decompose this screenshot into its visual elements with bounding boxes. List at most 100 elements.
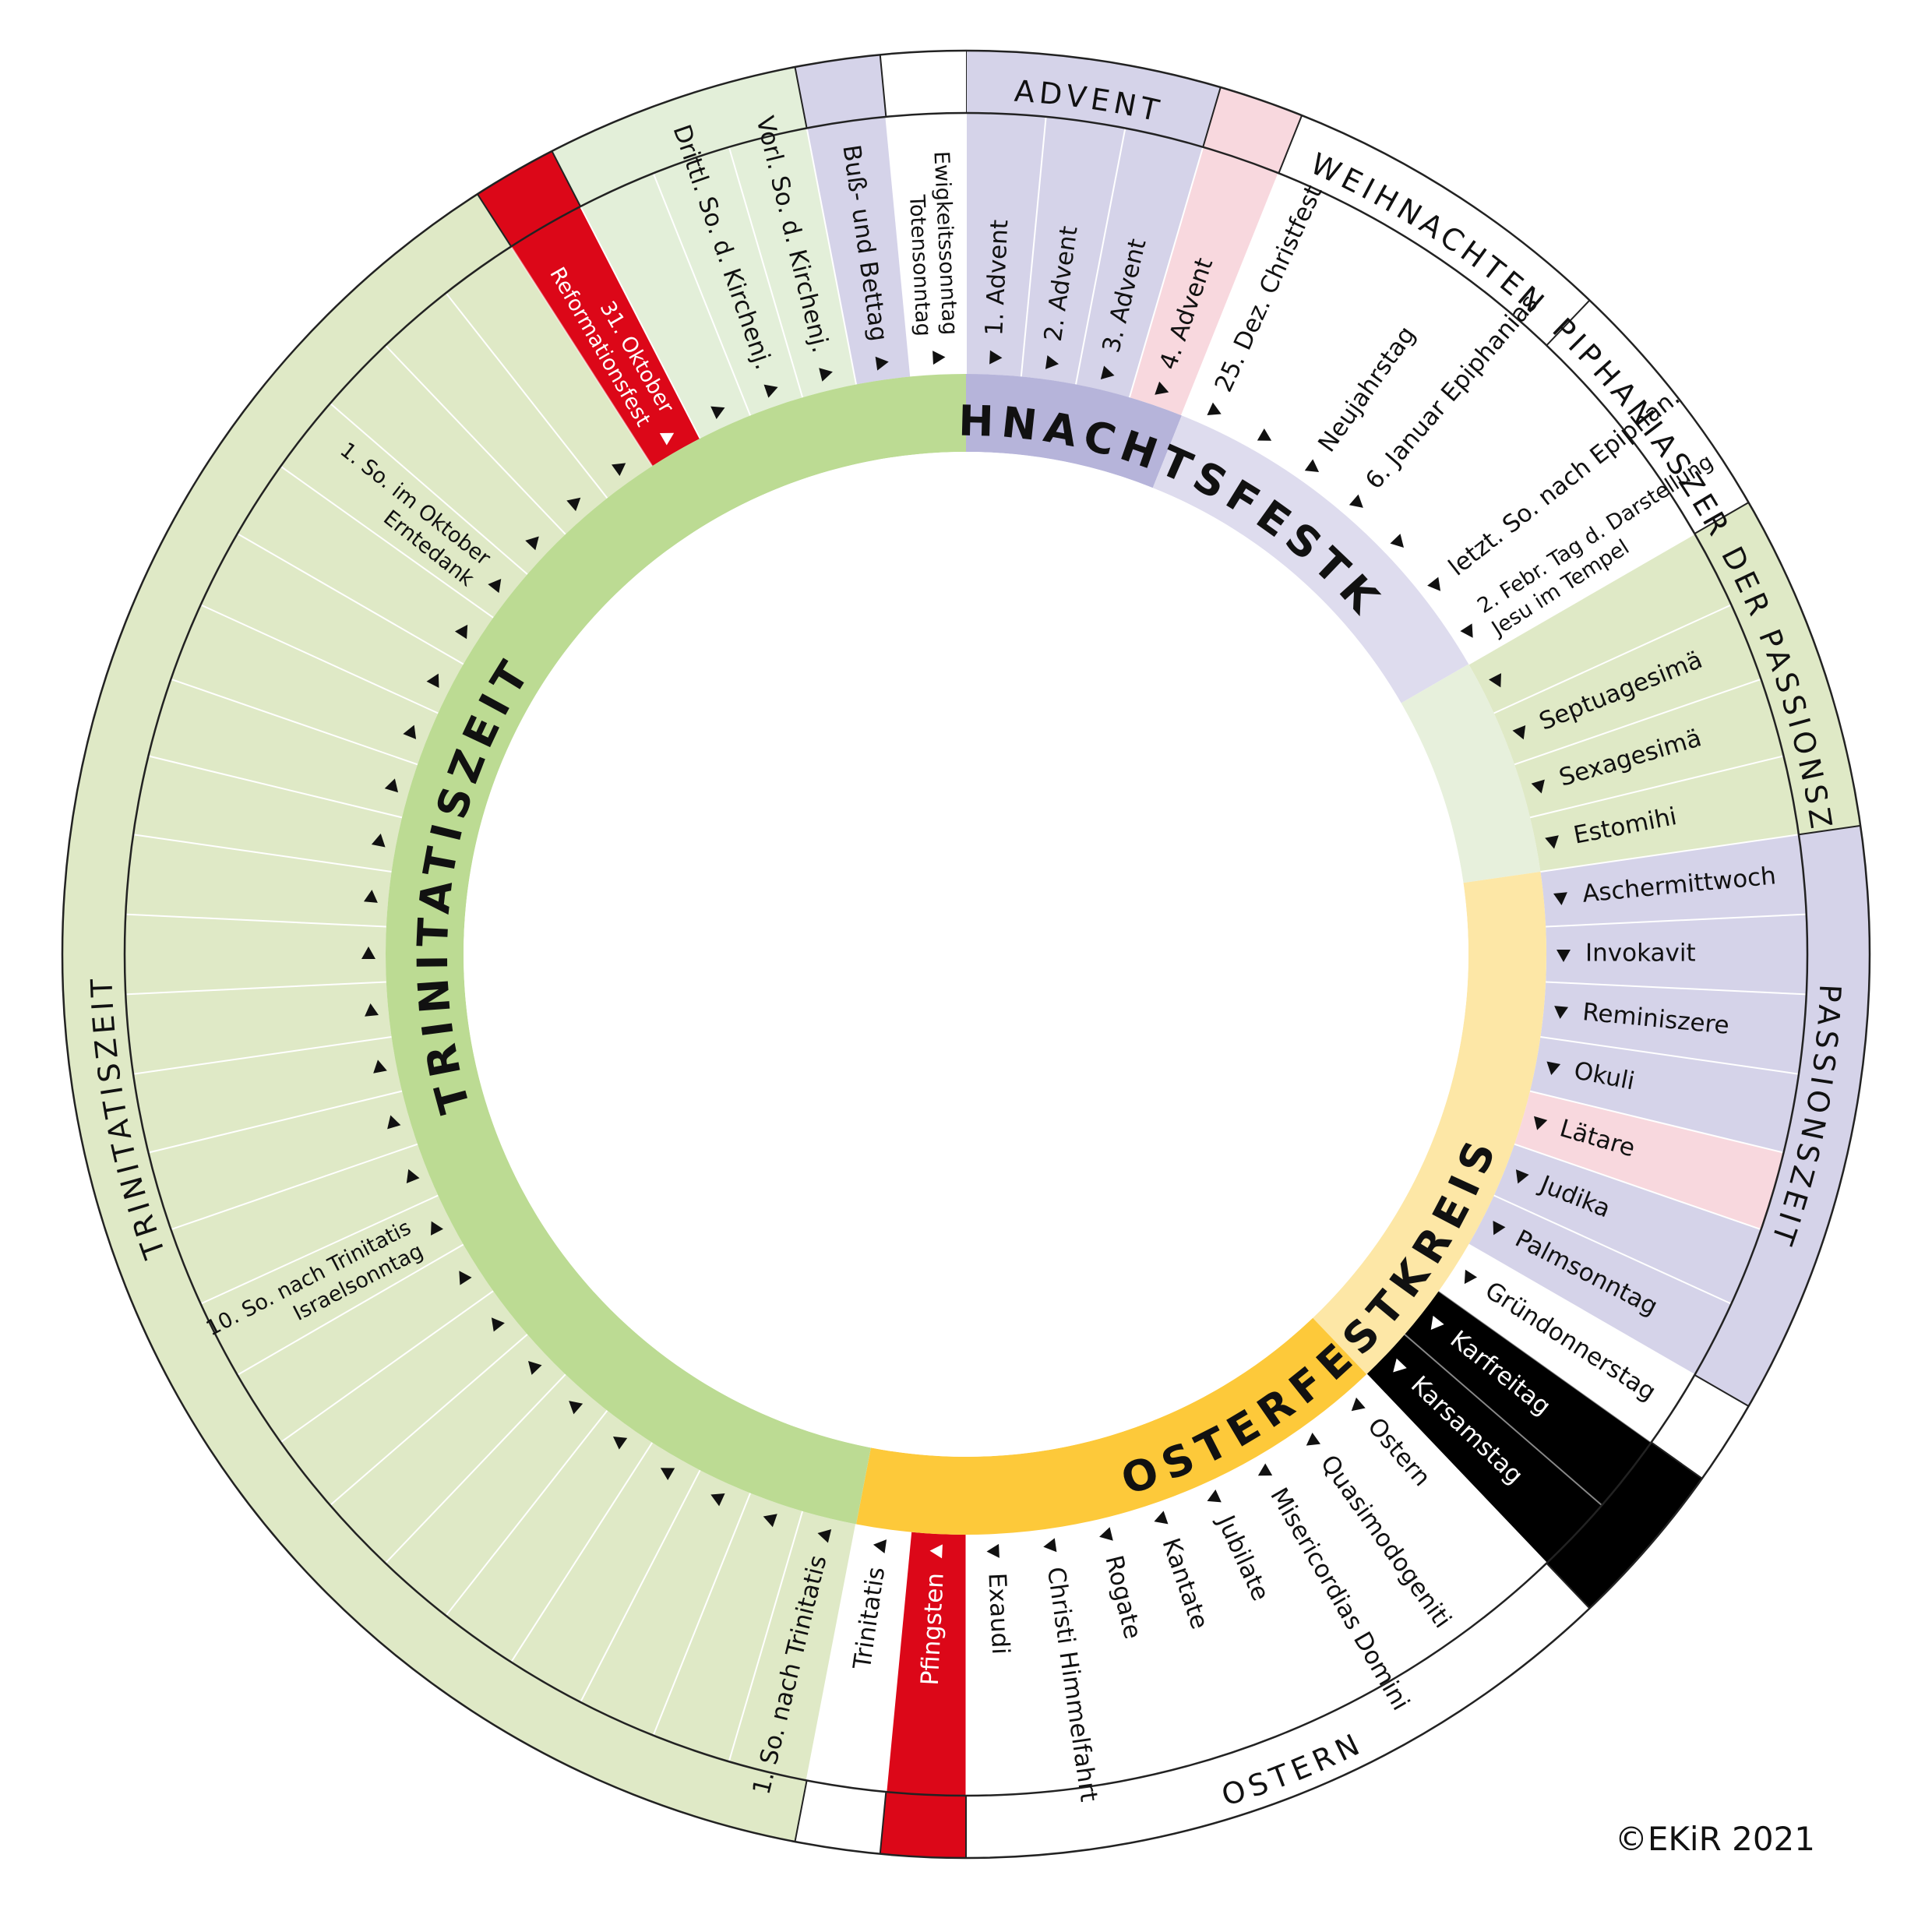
festkreis-segment: [386, 374, 967, 1525]
day-segment: [966, 1532, 1046, 1796]
day-divider: [1366, 344, 1548, 535]
triangle-marker-icon: [488, 579, 502, 594]
triangle-marker-icon: [1154, 1511, 1169, 1525]
day-divider: [1180, 1493, 1280, 1736]
day-segment: [148, 1091, 418, 1230]
triangle-marker-icon: [406, 1169, 420, 1183]
day-segment: [1405, 1291, 1652, 1506]
day-entry: [710, 406, 725, 419]
day-divider: [580, 206, 701, 439]
triangle-marker-icon: [1099, 1527, 1113, 1541]
triangle-marker-icon: [403, 724, 417, 739]
day-entry: [454, 624, 468, 640]
day-entry: [365, 1003, 379, 1017]
triangle-marker-icon: [1207, 1490, 1222, 1503]
day-label: 1. Advent: [980, 219, 1014, 337]
season-segment: [795, 55, 887, 129]
day-segment: [580, 1470, 751, 1736]
season-outer-band: [62, 51, 1870, 1858]
festkreis-segment: [966, 374, 1182, 488]
season-segment: [552, 66, 807, 207]
day-segment: [1468, 534, 1732, 714]
day-divider: [806, 1524, 857, 1781]
day-segment: [148, 679, 418, 818]
day-segment: [1529, 1037, 1800, 1153]
day-segment: [1405, 403, 1652, 618]
day-segment: [653, 1493, 803, 1762]
day-segment: [132, 756, 403, 872]
day-segment: [1546, 914, 1807, 995]
day-entry: [611, 463, 626, 477]
day-segment: [886, 113, 966, 377]
day-divider: [652, 172, 752, 416]
day-divider: [200, 1194, 439, 1305]
season-segment: [795, 1780, 887, 1854]
day-divider: [132, 1036, 392, 1075]
season-segment: [966, 1563, 1590, 1858]
season-segment: [62, 194, 807, 1842]
day-divider: [1278, 245, 1422, 467]
day-entry: [459, 1271, 472, 1285]
day-entry: [569, 1401, 583, 1415]
triangle-marker-icon: [660, 1468, 675, 1481]
day-divider: [1231, 206, 1352, 439]
day-entry: [1488, 673, 1501, 688]
day-entry: [1257, 428, 1272, 441]
triangle-marker-icon: [459, 1271, 472, 1285]
day-entry: [371, 834, 386, 848]
day-divider: [445, 292, 608, 499]
day-divider: [728, 1511, 804, 1762]
day-segment: [385, 1374, 608, 1616]
triangle-marker-icon: [710, 1493, 725, 1507]
day-divider: [1231, 1469, 1352, 1703]
day-segment: [1021, 1524, 1126, 1793]
day-divider: [330, 402, 528, 575]
day-segment: [125, 982, 392, 1074]
day-label: Invokavit: [1585, 940, 1696, 968]
day-segment: [1232, 206, 1421, 467]
day-divider: [1366, 1373, 1548, 1564]
day-divider: [885, 1532, 912, 1793]
day-entry: [406, 1169, 420, 1183]
day-divider: [1529, 1090, 1784, 1154]
day-divider: [1468, 533, 1695, 665]
day-segment: [1324, 293, 1547, 534]
triangle-marker-icon: [384, 778, 399, 793]
day-divider: [1404, 1334, 1602, 1507]
triangle-marker-icon: [875, 356, 889, 371]
triangle-marker-icon: [1100, 365, 1115, 379]
triangle-marker-icon: [363, 890, 378, 903]
day-divider: [1514, 1143, 1761, 1231]
day-entry: [387, 1115, 401, 1130]
festkreis-segment: [856, 1317, 1367, 1535]
day-segment: [200, 534, 464, 714]
day-divider: [510, 245, 654, 467]
season-segment: [1694, 825, 1870, 1406]
day-divider: [280, 465, 494, 619]
day-divider: [171, 1143, 418, 1231]
day-segment: [1075, 128, 1204, 398]
triangle-marker-icon: [1257, 428, 1272, 441]
triangle-marker-icon: [1488, 673, 1501, 688]
day-segment: [171, 605, 439, 765]
triangle-marker-icon: [986, 1543, 999, 1558]
day-segment: [1493, 1144, 1761, 1304]
season-segment: [1651, 1375, 1749, 1479]
triangle-marker-icon: [525, 536, 539, 551]
day-segment: [1514, 679, 1784, 818]
ring-outlines: [61, 49, 1871, 1860]
day-label: Exaudi: [982, 1572, 1014, 1655]
day-divider: [125, 913, 386, 928]
day-segment: [728, 128, 857, 398]
day-divider: [237, 533, 464, 665]
day-divider: [1278, 1442, 1422, 1663]
day-segment: [1075, 1511, 1204, 1781]
day-entry: [491, 1317, 505, 1332]
season-segment: [1546, 1442, 1702, 1609]
day-entry: [566, 497, 581, 512]
day-segment: [385, 293, 608, 534]
day-divider: [652, 1493, 752, 1736]
day-divider: [1180, 172, 1280, 416]
day-segment: [1129, 1493, 1279, 1762]
